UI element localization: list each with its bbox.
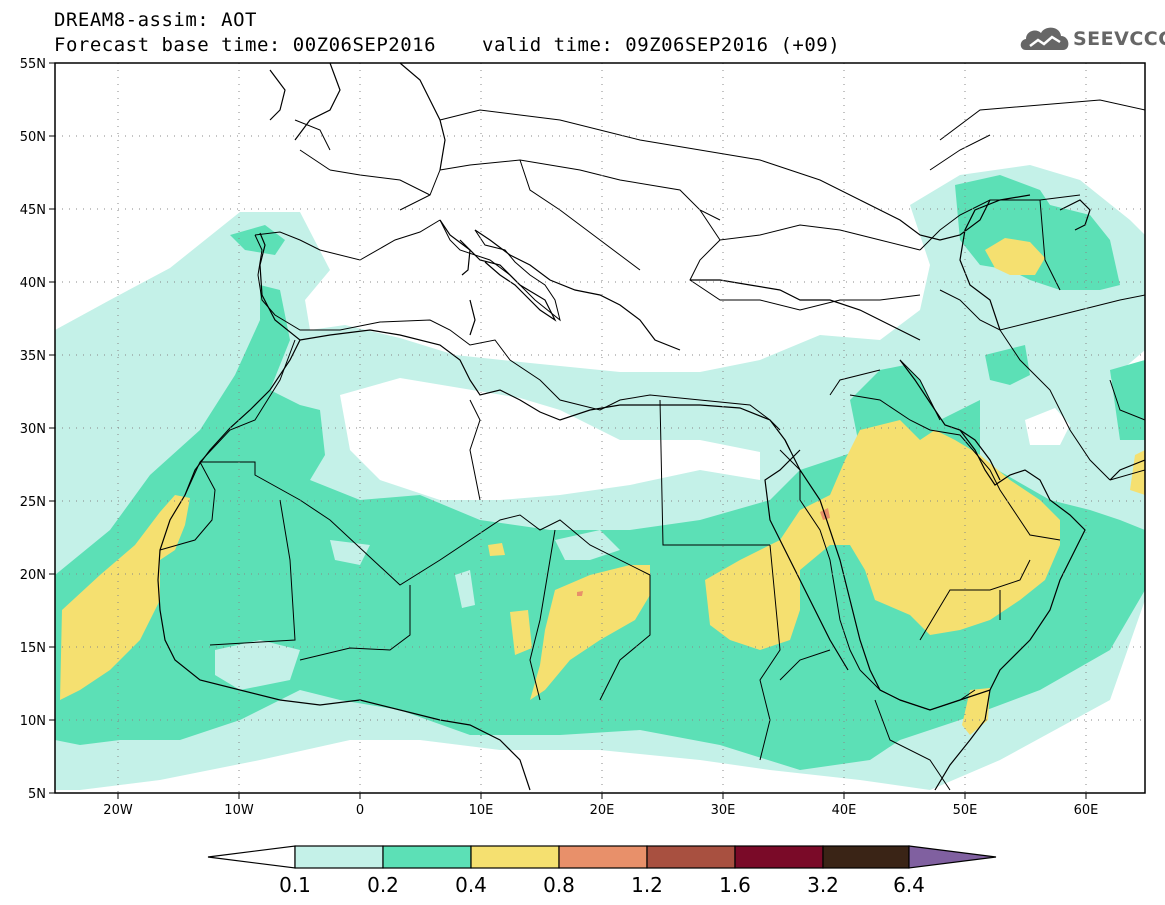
lat-label: 20N: [20, 568, 46, 583]
title-line-1: DREAM8-assim: AOT: [54, 9, 257, 31]
lat-label: 5N: [28, 787, 46, 802]
longitude-labels: 20W 10W 0 10E 20E 30E 40E 50E 60E: [103, 803, 1098, 818]
lon-label: 50E: [953, 803, 978, 818]
aot-clear-regions: [340, 378, 1070, 500]
axis-ticks: [49, 62, 1087, 799]
colorbar-label: 3.2: [807, 873, 839, 897]
colorbar: [207, 845, 997, 869]
colorbar-label: 1.2: [631, 873, 663, 897]
lat-label: 45N: [20, 203, 46, 218]
colorbar-segment: [734, 845, 824, 869]
coastlines: [157, 63, 1145, 791]
lat-label: 15N: [20, 641, 46, 656]
colorbar-label: 0.1: [279, 873, 311, 897]
graticule: [55, 63, 1145, 793]
lon-label: 60E: [1074, 803, 1099, 818]
colorbar-label: 6.4: [893, 873, 925, 897]
colorbar-label: 0.8: [543, 873, 575, 897]
country-boundaries: [159, 99, 1145, 791]
lon-label: 10E: [469, 803, 494, 818]
colorbar-segment: [646, 845, 736, 869]
title-line-2: Forecast base time: 00Z06SEP2016: [54, 34, 437, 56]
colorbar-label: 1.6: [719, 873, 751, 897]
colorbar-segment: [382, 845, 472, 869]
logo-text: SEEVCCC: [1073, 28, 1165, 50]
colorbar-label: 0.4: [455, 873, 487, 897]
aot-level-0-4: [60, 238, 1145, 735]
cloud-icon: [1020, 27, 1069, 50]
seevccc-logo: SEEVCCC: [1018, 22, 1165, 54]
lon-label: 0: [356, 803, 364, 818]
lat-label: 55N: [20, 57, 46, 72]
colorbar-segment: [470, 845, 560, 869]
lon-label: 20E: [590, 803, 615, 818]
lat-label: 25N: [20, 495, 46, 510]
valid-time: valid time: 09Z06SEP2016 (+09): [482, 34, 841, 56]
lon-label: 10W: [224, 803, 254, 818]
lat-label: 30N: [20, 422, 46, 437]
lon-label: 20W: [103, 803, 133, 818]
aot-field: [55, 165, 1145, 790]
colorbar-segment: [294, 845, 384, 869]
latitude-labels: 55N 50N 45N 40N 35N 30N 25N 20N 15N 10N …: [20, 57, 46, 802]
colorbar-labels: 0.1 0.2 0.4 0.8 1.2 1.6 3.2 6.4: [279, 873, 925, 897]
colorbar-segment: [558, 845, 648, 869]
colorbar-high-triangle: [908, 845, 997, 869]
lon-label: 40E: [832, 803, 857, 818]
colorbar-label: 0.2: [367, 873, 399, 897]
colorbar-segment: [822, 845, 910, 869]
lat-label: 10N: [20, 714, 46, 729]
colorbar-low-triangle: [207, 845, 296, 869]
lon-label: 30E: [711, 803, 736, 818]
lat-label: 40N: [20, 276, 46, 291]
lat-label: 50N: [20, 130, 46, 145]
aot-level-0-1-patches: [215, 530, 620, 690]
lat-label: 35N: [20, 349, 46, 364]
